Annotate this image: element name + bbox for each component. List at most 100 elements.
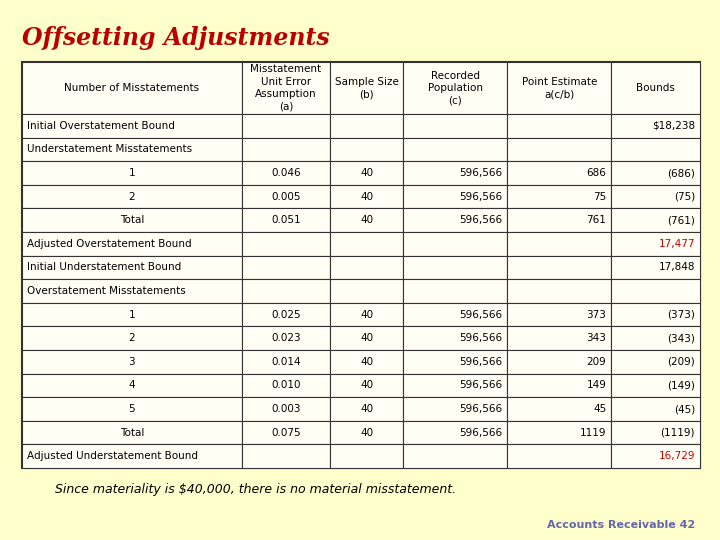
Bar: [611, 62, 700, 114]
Bar: [611, 374, 700, 397]
Bar: [403, 444, 508, 468]
Text: (686): (686): [667, 168, 695, 178]
Text: 40: 40: [360, 428, 374, 437]
Bar: [22, 326, 242, 350]
Bar: [242, 185, 330, 208]
Text: 149: 149: [587, 380, 606, 390]
Text: 5: 5: [128, 404, 135, 414]
Text: (149): (149): [667, 380, 695, 390]
Bar: [330, 208, 403, 232]
Bar: [508, 374, 611, 397]
Text: Understatement Misstatements: Understatement Misstatements: [27, 144, 192, 154]
Bar: [611, 161, 700, 185]
Bar: [611, 185, 700, 208]
Text: Offsetting Adjustments: Offsetting Adjustments: [22, 26, 330, 50]
Bar: [508, 350, 611, 374]
Text: 0.023: 0.023: [271, 333, 301, 343]
Text: 596,566: 596,566: [459, 380, 503, 390]
Text: Accounts Receivable 42: Accounts Receivable 42: [546, 520, 695, 530]
Text: 0.025: 0.025: [271, 309, 301, 320]
Bar: [611, 208, 700, 232]
Text: 0.051: 0.051: [271, 215, 301, 225]
Bar: [403, 138, 508, 161]
Bar: [611, 397, 700, 421]
Text: 40: 40: [360, 192, 374, 201]
Bar: [242, 255, 330, 279]
Bar: [611, 232, 700, 255]
Bar: [330, 397, 403, 421]
Text: 596,566: 596,566: [459, 192, 503, 201]
Bar: [22, 279, 242, 303]
Bar: [330, 421, 403, 444]
Bar: [403, 185, 508, 208]
Bar: [330, 62, 403, 114]
Bar: [242, 138, 330, 161]
Text: 2: 2: [128, 192, 135, 201]
Bar: [242, 208, 330, 232]
Text: $18,238: $18,238: [652, 121, 695, 131]
Bar: [22, 374, 242, 397]
Bar: [403, 114, 508, 138]
Bar: [22, 62, 700, 468]
Bar: [611, 138, 700, 161]
Bar: [22, 114, 242, 138]
Bar: [611, 255, 700, 279]
Text: Total: Total: [120, 215, 144, 225]
Bar: [508, 232, 611, 255]
Text: 40: 40: [360, 404, 374, 414]
Bar: [611, 444, 700, 468]
Bar: [508, 326, 611, 350]
Bar: [330, 255, 403, 279]
Text: (1119): (1119): [660, 428, 695, 437]
Bar: [242, 326, 330, 350]
Text: 0.003: 0.003: [271, 404, 301, 414]
Bar: [611, 114, 700, 138]
Text: 596,566: 596,566: [459, 215, 503, 225]
Bar: [330, 161, 403, 185]
Bar: [330, 444, 403, 468]
Bar: [242, 444, 330, 468]
Bar: [611, 303, 700, 326]
Bar: [508, 444, 611, 468]
Bar: [508, 208, 611, 232]
Text: 17,477: 17,477: [659, 239, 695, 249]
Bar: [330, 185, 403, 208]
Bar: [242, 350, 330, 374]
Text: 1: 1: [128, 168, 135, 178]
Text: 596,566: 596,566: [459, 168, 503, 178]
Bar: [611, 279, 700, 303]
Text: Overstatement Misstatements: Overstatement Misstatements: [27, 286, 186, 296]
Text: 0.010: 0.010: [271, 380, 301, 390]
Bar: [508, 161, 611, 185]
Bar: [508, 138, 611, 161]
Bar: [611, 350, 700, 374]
Text: Number of Misstatements: Number of Misstatements: [64, 83, 199, 93]
Bar: [508, 421, 611, 444]
Bar: [22, 303, 242, 326]
Bar: [508, 62, 611, 114]
Bar: [508, 279, 611, 303]
Text: 45: 45: [593, 404, 606, 414]
Bar: [330, 279, 403, 303]
Bar: [242, 279, 330, 303]
Text: 596,566: 596,566: [459, 333, 503, 343]
Bar: [403, 62, 508, 114]
Bar: [22, 255, 242, 279]
Bar: [508, 114, 611, 138]
Bar: [330, 350, 403, 374]
Bar: [403, 255, 508, 279]
Text: Adjusted Overstatement Bound: Adjusted Overstatement Bound: [27, 239, 192, 249]
Bar: [242, 62, 330, 114]
Text: (761): (761): [667, 215, 695, 225]
Text: 0.005: 0.005: [271, 192, 301, 201]
Text: 596,566: 596,566: [459, 404, 503, 414]
Bar: [403, 303, 508, 326]
Bar: [22, 421, 242, 444]
Bar: [22, 138, 242, 161]
Bar: [403, 232, 508, 255]
Bar: [330, 326, 403, 350]
Bar: [242, 303, 330, 326]
Bar: [242, 114, 330, 138]
Text: Adjusted Understatement Bound: Adjusted Understatement Bound: [27, 451, 198, 461]
Bar: [22, 185, 242, 208]
